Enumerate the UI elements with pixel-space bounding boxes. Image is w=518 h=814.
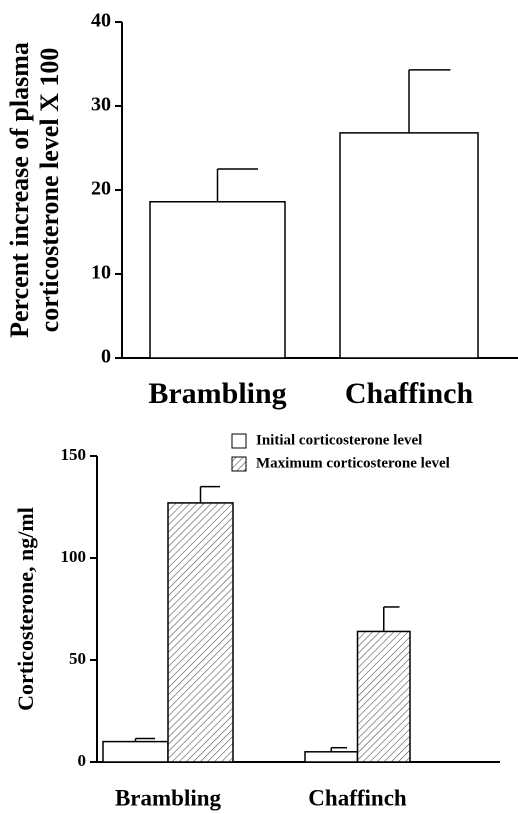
- y-tick-label: 10: [91, 262, 111, 284]
- bar: [167, 502, 234, 763]
- bar: [149, 201, 286, 359]
- y-tick-label: 0: [101, 346, 111, 368]
- y-axis-label: Percent increase of plasma: [5, 42, 34, 338]
- bar: [304, 751, 359, 763]
- x-tick-label: Brambling: [148, 377, 286, 410]
- y-tick-label: 0: [78, 751, 87, 770]
- y-tick-label: 40: [91, 10, 111, 32]
- y-tick-label: 150: [61, 445, 87, 464]
- x-tick-label: Chaffinch: [308, 785, 407, 810]
- y-axis-label: corticosterone level X 100: [35, 48, 64, 333]
- legend-label: Maximum corticosterone level: [256, 455, 450, 471]
- x-tick-label: Brambling: [115, 785, 222, 810]
- bar: [356, 630, 411, 763]
- y-tick-label: 100: [61, 547, 87, 566]
- x-tick-label: Chaffinch: [345, 377, 474, 410]
- legend-label: Initial corticosterone level: [256, 432, 422, 448]
- bar: [339, 132, 479, 359]
- legend-swatch: [231, 456, 247, 472]
- y-tick-label: 30: [91, 94, 111, 116]
- legend-swatch: [231, 433, 247, 449]
- y-tick-label: 20: [91, 178, 111, 200]
- bar: [102, 740, 169, 763]
- y-tick-label: 50: [69, 649, 86, 668]
- y-axis-label: Corticosterone, ng/ml: [13, 507, 38, 711]
